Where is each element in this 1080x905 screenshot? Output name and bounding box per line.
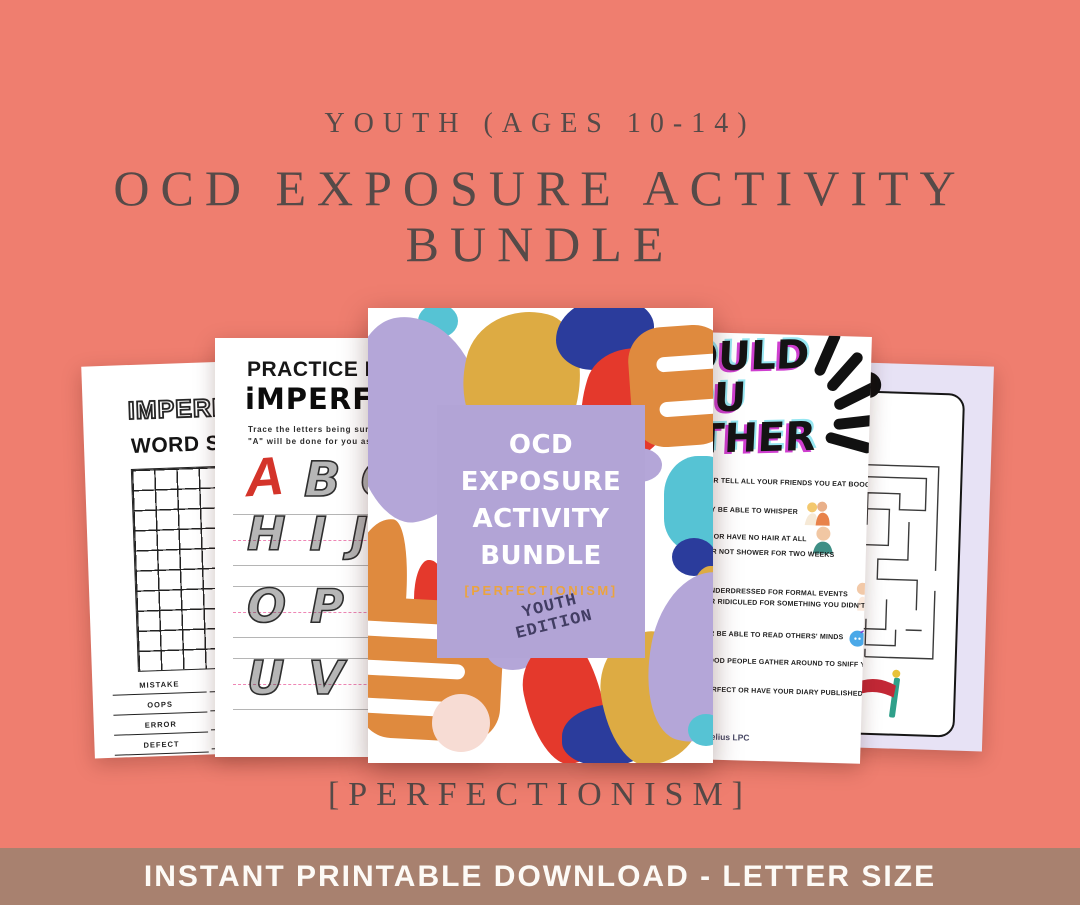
decorative-blob (688, 714, 713, 746)
trace-letter: U (246, 650, 285, 706)
listing-title-line1: OCD EXPOSURE ACTIVITY (113, 160, 967, 216)
word-search-word: MISTAKE (112, 676, 207, 696)
bald-person-icon (813, 526, 834, 554)
trace-letter: V (308, 650, 345, 706)
whisper-couple-icon (804, 501, 830, 526)
word-search-word: DEFECT (114, 736, 209, 756)
word-search-word: OOPS (112, 696, 208, 716)
trace-letter: J (350, 506, 369, 562)
wyr-item-text: LY BE ABLE TO WHISPER (706, 505, 799, 516)
word-search-word: ERROR (113, 716, 209, 736)
trace-letter: B (303, 451, 341, 509)
listing-title: OCD EXPOSURE ACTIVITY BUNDLE (0, 160, 1080, 272)
comb-stripe (655, 352, 713, 373)
cover-title-line: BUNDLE (480, 541, 602, 571)
decorative-blob (664, 456, 713, 552)
download-info-banner: INSTANT PRINTABLE DOWNLOAD - LETTER SIZE (0, 848, 1080, 905)
wyr-item: OR BE ABLE TO READ OTHERS' MINDS (703, 622, 872, 649)
listing-title-line2: BUNDLE (405, 216, 675, 272)
age-range-eyebrow: YOUTH (AGES 10-14) (324, 108, 756, 139)
burst-ray-icon (833, 413, 872, 431)
wyr-item: PERFECT OR HAVE YOUR DIARY PUBLISHED (702, 674, 872, 709)
word-search-word-list: MISTAKE OOPS ERROR DEFECT (112, 676, 209, 760)
cover-title-panel: OCD EXPOSURE ACTIVITY BUNDLE [PERFECTION… (437, 405, 645, 658)
wyr-item-text: R OR HAVE NO HAIR AT ALL (706, 532, 807, 543)
tracing-instructions-line1: Trace the letters being sure yo (248, 425, 389, 434)
wyr-item-text: OR TELL ALL YOUR FRIENDS YOU EAT BOOGERS (707, 476, 872, 489)
trace-letter: P (309, 578, 344, 634)
wyr-item: R OR HAVE NO HAIR AT ALL (706, 522, 836, 554)
bundle-cover-page: OCD EXPOSURE ACTIVITY BUNDLE [PERFECTION… (368, 308, 713, 763)
decorative-blob (432, 694, 490, 752)
wyr-item: OR TELL ALL YOUR FRIENDS YOU EAT BOOGERS (708, 472, 872, 494)
comb-stripe (659, 397, 713, 418)
wyr-item: LY BE ABLE TO WHISPER (706, 496, 832, 526)
wyr-item-text: GOOD PEOPLE GATHER AROUND TO SNIFF YOU (702, 656, 872, 669)
wyr-item-text: PERFECT OR HAVE YOUR DIARY PUBLISHED (701, 685, 864, 698)
wyr-item-text: OR BE ABLE TO READ OTHERS' MINDS (703, 629, 844, 641)
cover-title-line: EXPOSURE (460, 467, 622, 497)
trace-letter: O (246, 578, 287, 634)
cover-title: OCD EXPOSURE ACTIVITY BUNDLE (437, 427, 645, 575)
comb-stripe (368, 658, 466, 680)
wyr-item-text: UNDERDRESSED FOR FORMAL EVENTS (704, 586, 848, 598)
tracing-instructions: Trace the letters being sure yo "A" will… (248, 424, 394, 448)
tracing-instructions-line2: "A" will be done for you as an e (248, 437, 394, 446)
cover-title-line: ACTIVITY (472, 504, 610, 534)
trace-letter: I (309, 506, 328, 562)
perfectionism-caption: [PERFECTIONISM] (327, 776, 753, 813)
cover-title-line: OCD (508, 430, 574, 460)
burst-ray-icon (824, 431, 872, 455)
traced-letter-a: A (242, 445, 287, 509)
cover-subtitle: [PERFECTIONISM] (464, 583, 618, 598)
would-you-rather-page-preview: WOULD YOU RATHER OR TELL ALL YOUR FRIEND… (582, 329, 872, 764)
trace-letter: H (246, 506, 286, 562)
